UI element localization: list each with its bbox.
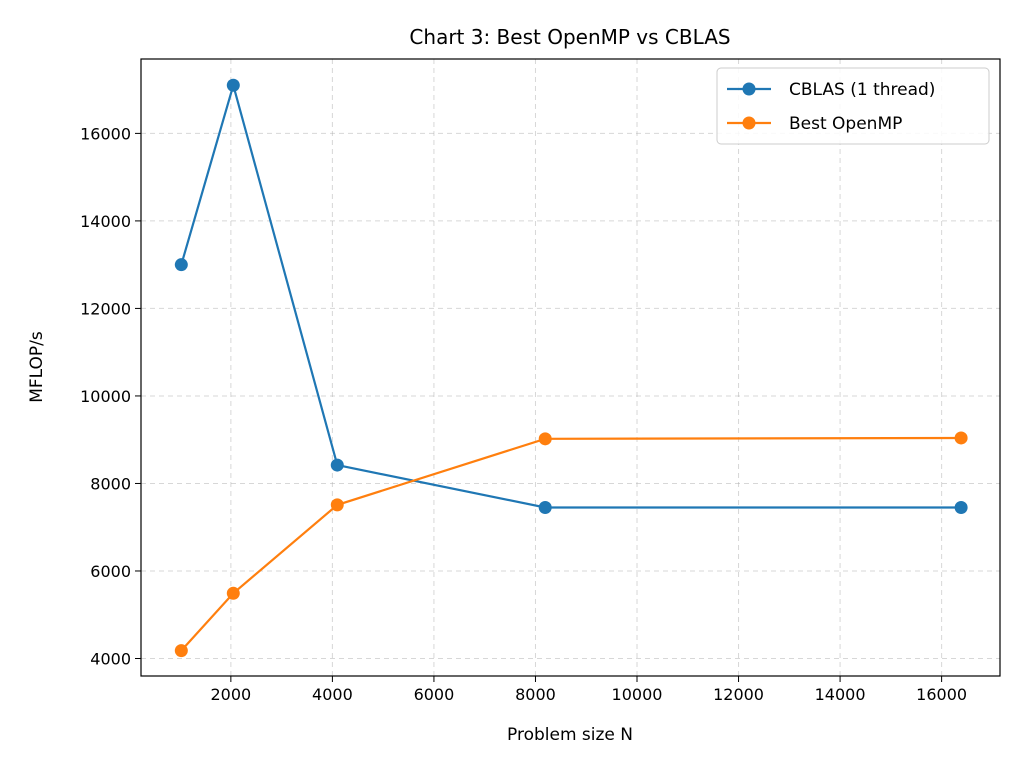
x-tick-label: 12000 xyxy=(713,685,764,704)
data-point xyxy=(174,644,188,658)
data-point xyxy=(954,431,968,445)
y-tick-label: 8000 xyxy=(90,474,131,493)
data-point xyxy=(954,501,968,515)
y-axis-label: MFLOP/s xyxy=(27,331,47,403)
y-tick-label: 12000 xyxy=(80,299,131,318)
axis-ticks: 2000 4000 6000 8000 10000 12000 14000 16000 4000… xyxy=(80,124,967,704)
y-tick-label: 14000 xyxy=(80,212,131,231)
data-point xyxy=(538,432,552,446)
legend-label: Best OpenMP xyxy=(789,114,902,134)
legend-entries: CBLAS (1 thread) Best OpenMP xyxy=(727,80,935,134)
x-tick-label: 10000 xyxy=(612,685,663,704)
x-tick-label: 8000 xyxy=(515,685,556,704)
legend: CBLAS (1 thread) Best OpenMP xyxy=(716,67,990,145)
data-point xyxy=(538,501,552,515)
y-tick-label: 6000 xyxy=(90,562,131,581)
plot-frame xyxy=(140,58,1001,677)
series-lines xyxy=(174,78,968,658)
legend-marker xyxy=(742,82,756,96)
y-tick-label: 4000 xyxy=(90,649,131,668)
x-tick-label: 14000 xyxy=(815,685,866,704)
legend-label: CBLAS (1 thread) xyxy=(789,80,935,100)
data-point xyxy=(174,258,188,272)
x-axis-label: Problem size N xyxy=(507,725,633,745)
x-tick-label: 2000 xyxy=(211,685,252,704)
x-tick-label: 4000 xyxy=(312,685,353,704)
legend-box xyxy=(716,67,990,145)
y-tick-label: 10000 xyxy=(80,387,131,406)
x-tick-label: 6000 xyxy=(414,685,455,704)
data-point xyxy=(226,586,240,600)
data-point xyxy=(226,78,240,92)
legend-marker xyxy=(742,116,756,130)
data-point xyxy=(330,458,344,472)
x-tick-label: 16000 xyxy=(916,685,967,704)
y-tick-label: 16000 xyxy=(80,124,131,143)
data-point xyxy=(330,498,344,512)
chart-title: Chart 3: Best OpenMP vs CBLAS xyxy=(409,25,730,49)
